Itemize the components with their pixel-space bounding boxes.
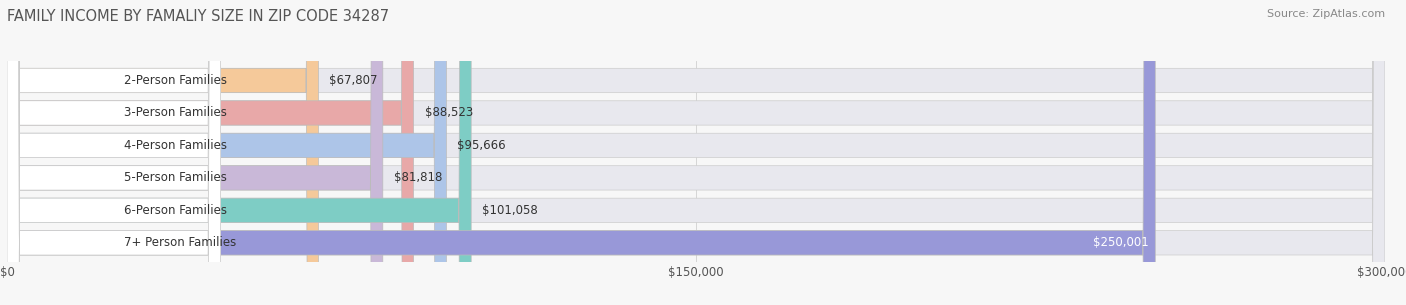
Text: 3-Person Families: 3-Person Families	[125, 106, 228, 120]
Text: $95,666: $95,666	[457, 139, 506, 152]
FancyBboxPatch shape	[7, 0, 221, 305]
Text: Source: ZipAtlas.com: Source: ZipAtlas.com	[1267, 9, 1385, 19]
FancyBboxPatch shape	[7, 0, 319, 305]
FancyBboxPatch shape	[7, 0, 382, 305]
Text: 2-Person Families: 2-Person Families	[125, 74, 228, 87]
FancyBboxPatch shape	[7, 0, 221, 305]
Text: 5-Person Families: 5-Person Families	[125, 171, 228, 185]
Text: FAMILY INCOME BY FAMALIY SIZE IN ZIP CODE 34287: FAMILY INCOME BY FAMALIY SIZE IN ZIP COD…	[7, 9, 389, 24]
FancyBboxPatch shape	[7, 0, 1385, 305]
Text: 4-Person Families: 4-Person Families	[125, 139, 228, 152]
FancyBboxPatch shape	[7, 0, 221, 305]
FancyBboxPatch shape	[7, 0, 1385, 305]
Text: $81,818: $81,818	[394, 171, 443, 185]
Text: $250,001: $250,001	[1094, 236, 1149, 249]
Text: $101,058: $101,058	[482, 204, 538, 217]
FancyBboxPatch shape	[7, 0, 221, 305]
FancyBboxPatch shape	[7, 0, 1385, 305]
Text: $88,523: $88,523	[425, 106, 472, 120]
Text: 6-Person Families: 6-Person Families	[125, 204, 228, 217]
FancyBboxPatch shape	[7, 0, 1156, 305]
FancyBboxPatch shape	[7, 0, 1385, 305]
FancyBboxPatch shape	[7, 0, 221, 305]
Text: 7+ Person Families: 7+ Person Families	[125, 236, 236, 249]
FancyBboxPatch shape	[7, 0, 1385, 305]
FancyBboxPatch shape	[7, 0, 413, 305]
FancyBboxPatch shape	[7, 0, 221, 305]
FancyBboxPatch shape	[7, 0, 447, 305]
Text: $67,807: $67,807	[329, 74, 378, 87]
FancyBboxPatch shape	[7, 0, 1385, 305]
FancyBboxPatch shape	[7, 0, 471, 305]
